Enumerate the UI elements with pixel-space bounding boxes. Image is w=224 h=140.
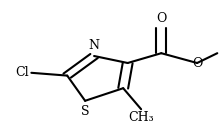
Text: N: N: [88, 39, 100, 52]
Text: CH₃: CH₃: [128, 111, 154, 124]
Text: O: O: [192, 57, 202, 69]
Text: O: O: [156, 12, 166, 25]
Text: Cl: Cl: [15, 66, 29, 79]
Text: S: S: [81, 105, 89, 118]
